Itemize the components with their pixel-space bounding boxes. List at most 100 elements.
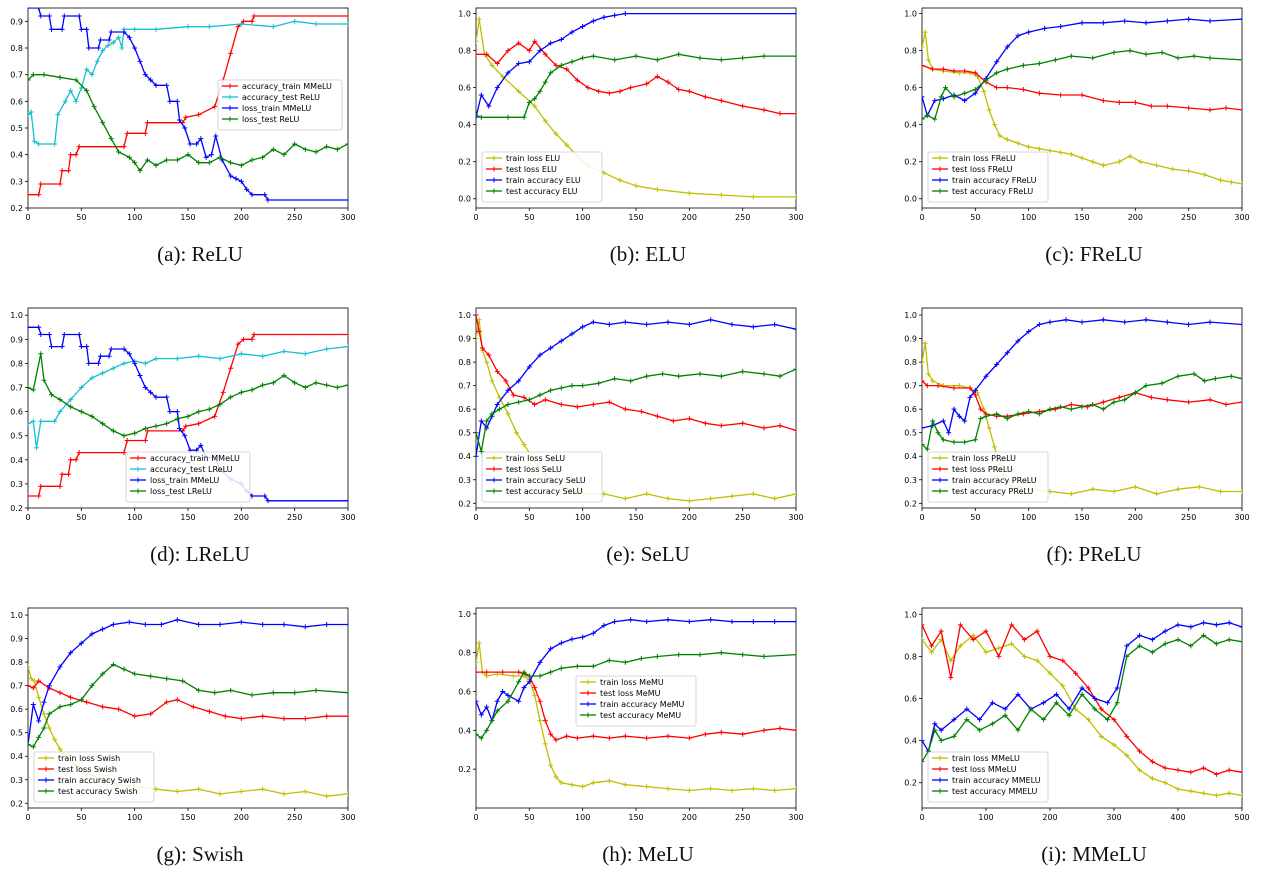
data-point-marker <box>132 45 138 51</box>
data-point-marker <box>686 788 692 794</box>
data-point-marker <box>260 353 266 359</box>
subfigure-caption: (a): ReLU <box>157 242 243 266</box>
legend-entry-label: test accuracy SeLU <box>506 487 583 496</box>
data-point-marker <box>612 376 618 382</box>
data-point-marker <box>1021 653 1027 659</box>
legend-entry-label: train loss ELU <box>506 154 560 163</box>
data-point-marker <box>281 621 287 627</box>
data-point-marker <box>238 178 244 184</box>
legend-entry-label: test loss FReLU <box>952 165 1013 174</box>
data-point-marker <box>484 727 490 733</box>
data-point-marker <box>996 645 1002 651</box>
data-point-marker <box>281 791 287 797</box>
data-point-marker <box>633 183 639 189</box>
data-point-marker <box>505 48 511 54</box>
data-point-marker <box>142 621 148 627</box>
legend-marker <box>937 755 943 761</box>
data-point-marker <box>686 498 692 504</box>
data-point-marker <box>537 48 543 54</box>
y-tick-label: 0.2 <box>458 765 471 774</box>
data-point-marker <box>183 423 189 429</box>
data-point-marker <box>1124 733 1130 739</box>
data-point-marker <box>1114 685 1120 691</box>
data-point-marker <box>478 92 484 98</box>
data-point-marker <box>489 378 495 384</box>
data-point-marker <box>1079 20 1085 26</box>
y-tick-label: 0.2 <box>10 204 23 213</box>
y-tick-label: 0.3 <box>904 476 917 485</box>
data-point-marker <box>345 382 348 388</box>
data-point-marker <box>951 439 957 445</box>
data-point-marker <box>137 58 143 64</box>
data-point-marker <box>505 698 511 704</box>
data-point-marker <box>951 68 957 74</box>
data-point-marker <box>238 162 244 168</box>
x-tick-label: 150 <box>180 813 195 822</box>
x-tick-label: 100 <box>1021 513 1036 522</box>
data-point-marker <box>644 321 650 327</box>
data-point-marker <box>922 44 925 50</box>
y-tick-label: 0.8 <box>10 359 23 368</box>
data-point-marker <box>922 622 925 628</box>
data-point-marker <box>476 659 479 665</box>
data-point-marker <box>1085 685 1091 691</box>
data-point-marker <box>174 356 180 362</box>
data-point-marker <box>1026 329 1032 335</box>
data-point-marker <box>110 428 116 434</box>
legend-marker <box>585 701 591 707</box>
data-point-marker <box>708 496 714 502</box>
data-point-marker <box>644 784 650 790</box>
data-point-marker <box>1239 321 1242 327</box>
data-point-marker <box>1060 683 1066 689</box>
data-point-marker <box>34 445 40 451</box>
data-point-marker <box>158 621 164 627</box>
data-point-marker <box>1138 159 1144 165</box>
data-point-marker <box>249 157 255 163</box>
y-tick-label: 0.5 <box>10 124 23 133</box>
data-point-marker <box>972 437 978 443</box>
data-point-marker <box>542 118 548 124</box>
data-point-marker <box>292 690 298 696</box>
data-point-marker <box>238 21 244 27</box>
data-point-marker <box>30 701 36 707</box>
chart-panel-a: 0 50 100 150 200 250 300 0.2 0.3 0.4 0.5 0.6 0.7 0.8 0… <box>0 0 400 266</box>
data-point-marker <box>30 744 36 750</box>
data-point-marker <box>1132 99 1138 105</box>
legend-entry-label: train accuracy FReLU <box>952 176 1037 185</box>
data-point-marker <box>956 413 962 419</box>
legend-marker <box>491 177 497 183</box>
data-point-marker <box>174 157 180 163</box>
data-point-marker <box>1154 491 1160 497</box>
data-point-marker <box>1143 51 1149 57</box>
data-point-marker <box>996 653 1002 659</box>
data-point-marker <box>1239 624 1242 630</box>
data-point-marker <box>1164 319 1170 325</box>
data-point-marker <box>1092 696 1098 702</box>
data-point-marker <box>1137 767 1143 773</box>
data-point-marker <box>929 649 935 655</box>
data-point-marker <box>1159 380 1165 386</box>
x-tick-label: 50 <box>524 513 534 522</box>
legend-marker <box>937 788 943 794</box>
data-point-marker <box>108 29 114 35</box>
data-point-marker <box>505 411 511 417</box>
data-point-marker <box>28 385 31 391</box>
data-point-marker <box>962 68 968 74</box>
x-tick-label: 0 <box>473 513 478 522</box>
y-tick-label: 0.4 <box>10 456 23 465</box>
data-point-marker <box>55 112 61 118</box>
data-point-marker <box>196 786 202 792</box>
chart-h: 0 50 100 150 200 250 300 0.2 0.4 0.6 0.8 1.0 train l… <box>458 607 804 822</box>
data-point-marker <box>68 650 74 656</box>
data-point-marker <box>262 192 268 198</box>
series-line-3 <box>922 622 1242 752</box>
data-point-marker <box>553 131 559 137</box>
data-point-marker <box>553 62 559 68</box>
data-point-marker <box>574 77 580 83</box>
data-point-marker <box>57 397 63 403</box>
data-point-marker <box>994 70 1000 76</box>
data-point-marker <box>1034 628 1040 634</box>
data-point-marker <box>761 107 767 113</box>
data-point-marker <box>281 152 287 158</box>
data-point-marker <box>962 98 968 104</box>
